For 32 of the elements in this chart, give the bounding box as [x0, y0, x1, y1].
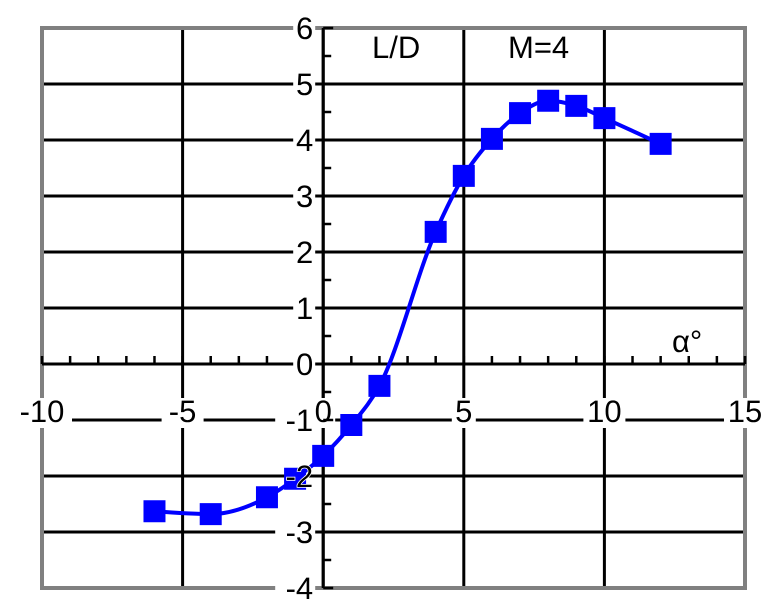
- y-tick-label: 3: [296, 179, 314, 214]
- point: [340, 414, 362, 436]
- point: [480, 128, 503, 150]
- y-tick-label: -3: [286, 515, 314, 550]
- y-tick-label: -4: [286, 571, 314, 604]
- annotation: α°: [672, 324, 702, 359]
- y-tick-label: 0: [296, 347, 314, 382]
- y-tick-label: 6: [296, 11, 314, 46]
- point: [509, 102, 532, 124]
- point: [200, 503, 222, 526]
- x-tick-label: 15: [728, 394, 762, 429]
- annotation: L/D: [372, 30, 420, 65]
- x-tick-label: -10: [20, 394, 64, 429]
- y-tick-label: 2: [296, 235, 314, 270]
- point: [593, 107, 616, 130]
- point: [143, 500, 166, 522]
- y-tick-label: 1: [296, 291, 314, 326]
- point: [537, 90, 560, 112]
- x-tick-label: 5: [455, 394, 472, 429]
- annotation: M=4: [508, 30, 570, 65]
- point: [452, 164, 475, 187]
- point: [565, 94, 588, 117]
- point: [424, 220, 447, 243]
- x-tick-label: 10: [587, 394, 622, 429]
- y-tick-label: 5: [296, 67, 314, 102]
- point: [368, 374, 390, 397]
- y-tick-label: -1: [286, 403, 314, 438]
- x-tick-label: -5: [168, 394, 196, 429]
- point: [256, 486, 278, 508]
- point: [312, 444, 334, 467]
- point: [650, 132, 672, 155]
- y-tick-label: 4: [296, 123, 314, 158]
